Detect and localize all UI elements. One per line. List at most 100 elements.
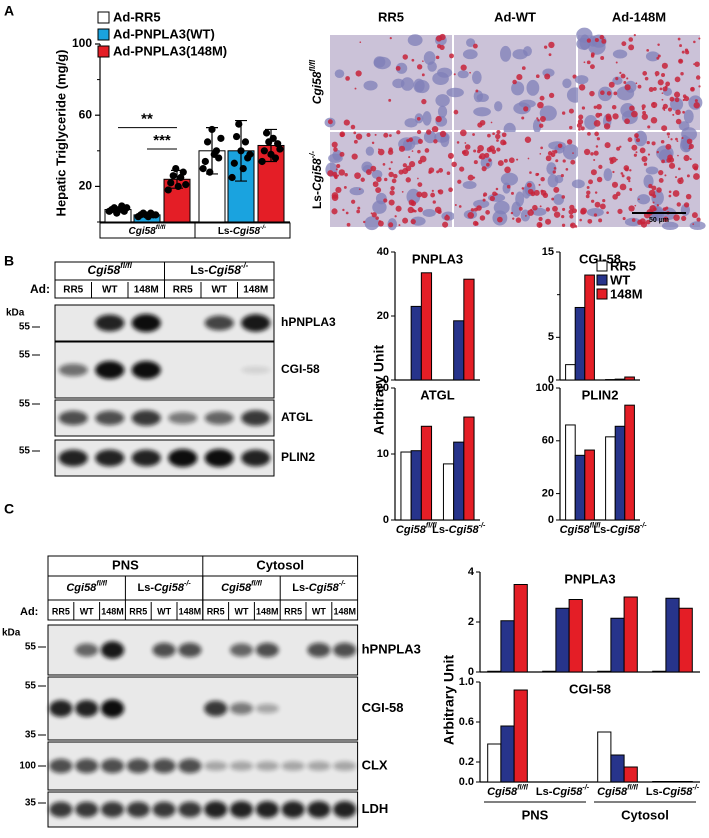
lipid-droplet xyxy=(579,84,585,90)
y-axis-title: Arbitrary Unit xyxy=(371,345,387,436)
data-point xyxy=(276,145,283,152)
lipid-droplet xyxy=(680,72,683,75)
blot-band xyxy=(178,802,201,818)
bar xyxy=(411,306,421,380)
lipid-droplet xyxy=(657,43,659,45)
lipid-droplet xyxy=(327,170,333,176)
label-prefix: Ls- xyxy=(190,263,208,277)
lane-label: RR5 xyxy=(284,606,302,616)
legend-label: Ad-PNPLA3(WT) xyxy=(113,26,215,41)
lipid-droplet xyxy=(529,171,532,174)
superscript: -/- xyxy=(260,224,266,231)
lipid-droplet xyxy=(522,187,525,190)
blot-band xyxy=(281,801,304,818)
lipid-droplet xyxy=(411,201,416,206)
lipid-droplet xyxy=(392,179,397,184)
x-group-label: Cgi58fl/fl xyxy=(487,783,529,797)
lipid-droplet xyxy=(693,41,696,44)
lipid-droplet xyxy=(417,150,421,154)
y-tick-label: 100 xyxy=(72,36,92,50)
lipid-droplet xyxy=(347,223,351,227)
lipid-droplet xyxy=(332,142,338,148)
lipid-droplet xyxy=(686,194,692,200)
lipid-droplet xyxy=(570,223,576,229)
lipid-droplet xyxy=(417,117,421,121)
blot-band xyxy=(307,801,330,818)
y-tick-label: 2 xyxy=(468,616,474,628)
legend-swatch xyxy=(597,275,607,285)
kda-marker: 55 xyxy=(25,681,37,692)
lipid-droplet xyxy=(511,212,513,214)
lipid-droplet xyxy=(582,106,585,109)
kda-marker: 55 xyxy=(19,399,31,410)
lipid-droplet xyxy=(549,93,554,98)
ad-label: Ad: xyxy=(30,282,50,296)
data-point xyxy=(213,147,220,154)
lipid-droplet xyxy=(600,204,606,210)
data-point xyxy=(202,158,209,165)
lipid-droplet xyxy=(662,99,664,101)
blot-band xyxy=(178,643,201,657)
legend-label: Ad-PNPLA3(148M) xyxy=(113,43,227,58)
lipid-droplet xyxy=(383,163,386,166)
lipid-droplet xyxy=(621,172,624,175)
x-group-label: Cgi58fl/fl xyxy=(597,783,639,797)
bar xyxy=(566,365,576,380)
lipid-droplet xyxy=(670,138,672,140)
lipid-droplet xyxy=(551,198,554,201)
label-prefix: Ls- xyxy=(536,786,553,798)
blot-band xyxy=(333,801,356,818)
lipid-droplet xyxy=(662,63,668,69)
blot-band xyxy=(132,361,161,379)
lipid-droplet xyxy=(448,153,454,159)
lipid-droplet xyxy=(594,132,599,137)
lipid-droplet xyxy=(376,177,382,183)
gene-name: Cgi58 xyxy=(396,524,427,536)
lipid-droplet xyxy=(354,172,361,179)
gene-name: Cgi58 xyxy=(208,263,241,277)
legend-swatch xyxy=(98,29,109,40)
data-point xyxy=(175,183,182,190)
lipid-droplet xyxy=(566,168,569,171)
lipid-droplet xyxy=(433,139,437,143)
group-label: Ls-Cgi58-/- xyxy=(137,579,191,593)
lipid-droplet xyxy=(504,166,511,173)
lipid-droplet xyxy=(675,176,677,178)
blot-band xyxy=(152,643,175,657)
blot-band xyxy=(333,643,356,657)
blot-band xyxy=(95,450,124,467)
lipid-droplet xyxy=(345,76,350,81)
lipid-droplet xyxy=(356,133,362,139)
lipid-droplet xyxy=(457,180,461,184)
lipid-droplet xyxy=(601,39,606,44)
lipid-droplet xyxy=(336,164,340,168)
chart-title: ATGL xyxy=(420,387,454,402)
lipid-droplet xyxy=(612,182,618,188)
lipid-droplet xyxy=(391,161,393,163)
blot-band xyxy=(241,450,270,467)
lipid-droplet xyxy=(692,163,698,169)
lipid-droplet xyxy=(356,70,362,76)
protein-label: hPNPLA3 xyxy=(362,641,421,656)
lipid-droplet xyxy=(522,66,526,70)
lipid-droplet xyxy=(403,54,408,59)
lipid-droplet xyxy=(675,138,678,141)
data-point xyxy=(263,129,270,136)
lipid-droplet xyxy=(412,150,414,152)
x-group-label: Ls-Cgi58-/- xyxy=(646,783,700,797)
section-label: PNS xyxy=(112,557,139,572)
gene-name: Cgi58 xyxy=(221,582,252,594)
blot-band xyxy=(49,759,72,773)
lipid-droplet xyxy=(591,169,597,175)
blot-band xyxy=(59,364,88,377)
lane-label: 148M xyxy=(243,285,268,296)
lipid-droplet xyxy=(590,152,593,155)
lipid-droplet xyxy=(640,148,646,154)
protein-label: CLX xyxy=(362,757,388,772)
lipid-droplet xyxy=(661,73,665,77)
lipid-droplet xyxy=(635,151,637,153)
lipid-droplet xyxy=(644,163,647,166)
lipid-droplet xyxy=(613,91,617,95)
lipid-droplet xyxy=(496,188,499,191)
lipid-droplet xyxy=(523,106,528,111)
